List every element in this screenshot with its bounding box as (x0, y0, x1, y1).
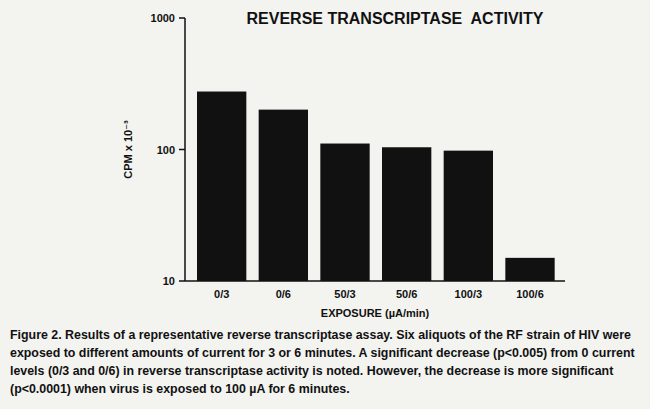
y-tick-label: 100 (157, 144, 175, 156)
y-tick (179, 17, 185, 19)
x-tick-label: 0/6 (276, 288, 291, 300)
x-axis-label: EXPOSURE (µA/min) (321, 307, 430, 319)
x-tick-label: 100/6 (516, 288, 544, 300)
bar (197, 92, 246, 281)
bar (505, 258, 554, 281)
y-tick (179, 149, 185, 151)
chart: 10 100 1000 0/3 0/6 50/3 50/6 100/3 100/6 REVERSE… (0, 0, 650, 320)
title: REVERSE TRANSCRIPTASE ACTIVITY (247, 10, 544, 27)
x-axis (185, 280, 565, 282)
bar (259, 110, 308, 281)
y-tick-label: 1000 (151, 12, 175, 24)
caption: Figure 2. Results of a representative re… (10, 326, 638, 398)
x-tick-label: 100/3 (455, 288, 483, 300)
x-tick-label: 50/3 (334, 288, 355, 300)
bar (320, 144, 369, 281)
bar (382, 147, 431, 281)
y-tick-label: 10 (163, 275, 175, 287)
x-tick-label: 50/6 (396, 288, 417, 300)
bar (444, 151, 493, 281)
x-tick-label: 0/3 (214, 288, 229, 300)
bars (197, 92, 555, 281)
y-tick (179, 280, 185, 282)
y-axis-label: CPM x 10⁻³ (122, 120, 134, 179)
